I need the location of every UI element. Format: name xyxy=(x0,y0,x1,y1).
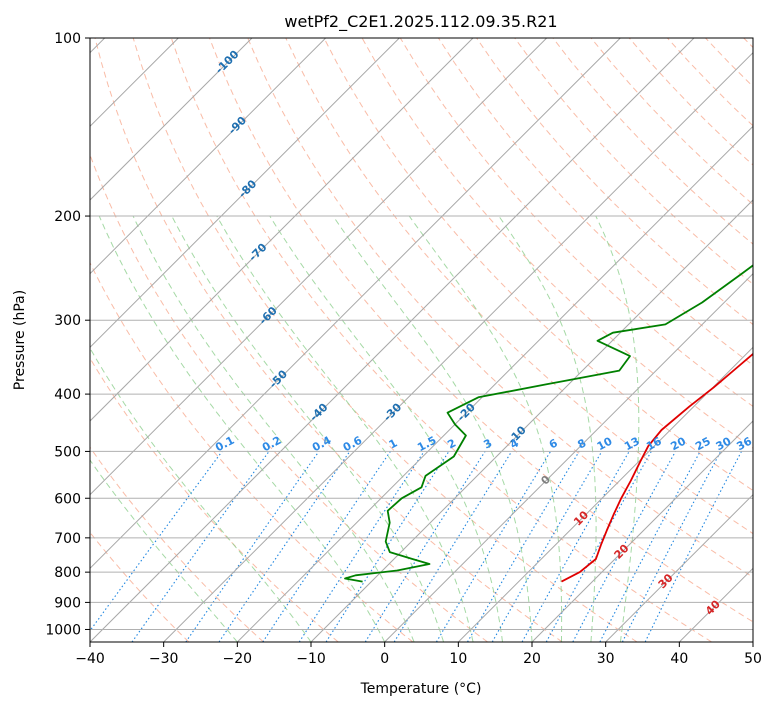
moist-adiabat xyxy=(171,215,445,642)
isotherm xyxy=(752,641,753,642)
dry-adiabat xyxy=(170,38,712,642)
mixing-ratio-line xyxy=(298,451,425,642)
x-tick-label: 30 xyxy=(597,651,615,667)
y-tick-label: 600 xyxy=(54,491,81,507)
dry-adiabat xyxy=(94,38,563,642)
x-tick-label: −30 xyxy=(149,651,179,667)
dry-adiabat xyxy=(514,38,753,285)
mixing-ratio-line xyxy=(572,451,676,642)
isotherm xyxy=(90,38,695,642)
y-axis: 100 200 300 400 500 600 700 800 900 1000 xyxy=(45,31,90,638)
mixing-ratio-line xyxy=(218,451,351,642)
x-tick-label: −10 xyxy=(296,651,326,667)
y-axis-title: Pressure (hPa) xyxy=(12,290,28,390)
mixing-ratio-line xyxy=(185,451,320,642)
isotherm xyxy=(163,51,753,642)
x-tick-label: −40 xyxy=(75,651,105,667)
isotherm xyxy=(90,38,621,570)
dry-adiabat xyxy=(476,38,753,326)
plot-frame xyxy=(89,37,754,643)
moist-adiabat xyxy=(98,215,386,642)
moist-adiabat xyxy=(332,215,533,642)
x-tick-label: 10 xyxy=(449,651,467,667)
x-tick-label: 20 xyxy=(523,651,541,667)
mixing-ratio-line xyxy=(545,451,652,642)
x-axis-title: Temperature (°C) xyxy=(360,681,482,697)
mixing-ratio-line xyxy=(621,451,722,642)
mixing-ratio-label: 25 xyxy=(693,435,713,454)
moist-adiabat xyxy=(216,215,474,642)
isotherm xyxy=(90,38,548,496)
y-tick-label: 1000 xyxy=(45,622,81,638)
mixing-ratio-line xyxy=(644,451,742,642)
mixing-ratio-line xyxy=(262,451,391,642)
mixing-ratio-line xyxy=(521,451,630,642)
isotherm xyxy=(457,346,753,642)
mixing-ratio-line xyxy=(90,451,223,632)
isotherm xyxy=(90,38,253,201)
sounding-profiles xyxy=(344,264,753,583)
dry-adiabat xyxy=(90,446,264,642)
dewpoint-line xyxy=(344,264,753,583)
y-tick-label: 900 xyxy=(54,595,81,611)
y-tick-label: 200 xyxy=(54,209,81,225)
x-tick-label: −20 xyxy=(223,651,253,667)
mixing-ratio-label: 16 xyxy=(644,434,664,453)
moist-adiabat xyxy=(408,215,563,642)
dry-adiabat xyxy=(323,38,753,492)
isotherm xyxy=(531,420,753,642)
mixing-ratio-line xyxy=(393,451,513,642)
pressure-gridlines xyxy=(90,38,753,630)
isotherm xyxy=(605,493,753,642)
mixing-ratio-line xyxy=(325,451,450,642)
y-tick-label: 700 xyxy=(54,531,81,547)
moist-adiabat xyxy=(595,215,640,642)
dry-adiabat xyxy=(285,38,753,535)
x-tick-label: 0 xyxy=(380,651,389,667)
dry-adiabat xyxy=(90,261,414,642)
mixing-ratio-label: 13 xyxy=(622,435,642,454)
mixing-ratio-label: 30 xyxy=(714,434,734,453)
mixing-ratio-label: 20 xyxy=(668,434,688,453)
y-tick-label: 800 xyxy=(54,565,81,581)
isotherm xyxy=(310,199,753,642)
dry-adiabat xyxy=(90,357,339,642)
chart-title: wetPf2_C2E1.2025.112.09.35.R21 xyxy=(284,12,557,32)
x-tick-label: 50 xyxy=(744,651,762,667)
x-axis: −40 −30 −20 −10 0 10 20 30 40 50 xyxy=(75,642,762,667)
y-tick-label: 300 xyxy=(54,313,81,329)
isotherm xyxy=(90,38,327,275)
isotherm xyxy=(90,38,400,349)
background-lines xyxy=(90,38,753,642)
x-tick-label: 40 xyxy=(670,651,688,667)
y-tick-label: 500 xyxy=(54,444,81,460)
mixing-ratio-label: 10 xyxy=(595,434,615,453)
y-tick-label: 100 xyxy=(54,31,81,47)
dry-adiabat xyxy=(247,38,753,578)
isotherm xyxy=(90,38,474,422)
moist-adiabat xyxy=(269,215,503,642)
moist-adiabat xyxy=(132,215,415,642)
isotherm xyxy=(384,272,753,642)
moist-adiabat xyxy=(90,347,312,642)
y-tick-label: 400 xyxy=(54,387,81,403)
isotherm xyxy=(236,125,753,642)
temperature-line xyxy=(561,352,753,583)
dry-adiabat xyxy=(132,38,638,642)
dry-adiabat xyxy=(209,38,753,623)
plot-background xyxy=(90,38,753,642)
mixing-ratio-label: 36 xyxy=(734,434,754,453)
moist-adiabat xyxy=(90,459,238,642)
